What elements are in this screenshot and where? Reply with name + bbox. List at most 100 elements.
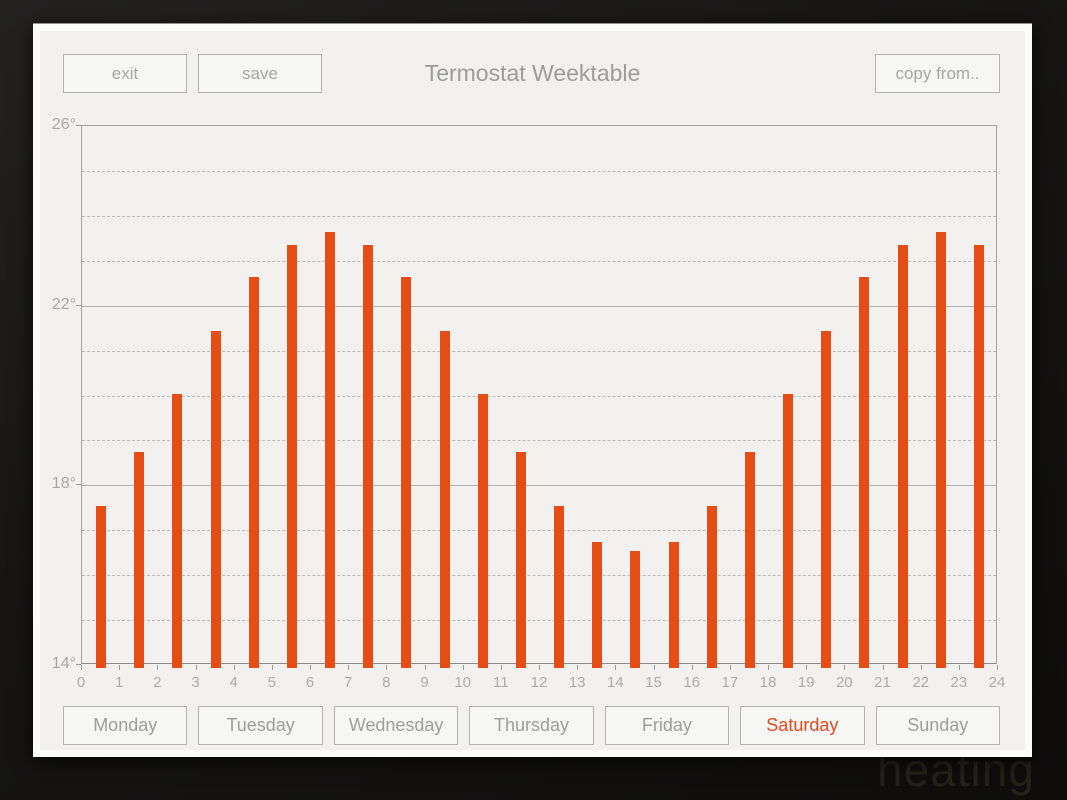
page-title: Termostat Weektable <box>424 60 641 86</box>
x-axis-label-19: 19 <box>797 674 815 691</box>
bar-hour-8[interactable] <box>401 276 412 668</box>
bar-hour-14[interactable] <box>630 550 641 668</box>
bar-hour-20[interactable] <box>859 276 870 668</box>
gridline-21 <box>82 350 996 352</box>
x-axis-label-6: 6 <box>305 674 315 691</box>
gridline-18 <box>82 485 996 487</box>
bar-hour-23[interactable] <box>973 245 984 668</box>
x-axis-tick-7 <box>348 665 350 670</box>
x-axis-label-17: 17 <box>721 674 739 691</box>
day-tabs: Monday Tuesday Wednesday Thursday Friday Satu… <box>63 706 1000 745</box>
x-axis-tick-18 <box>768 665 769 670</box>
x-axis-label-9: 9 <box>420 674 429 691</box>
x-axis-tick-5 <box>271 665 273 670</box>
day-tab-monday[interactable]: Monday <box>63 706 188 745</box>
bar-hour-11[interactable] <box>515 451 526 668</box>
y-axis-tick-22 <box>76 304 81 306</box>
x-axis-label-20: 20 <box>835 674 853 691</box>
gridline-23 <box>82 260 996 262</box>
copy-from-button[interactable]: copy from.. <box>875 54 1000 93</box>
bar-hour-9[interactable] <box>439 330 450 668</box>
bar-hour-15[interactable] <box>668 541 679 668</box>
y-axis-label-26: 26° <box>51 116 76 133</box>
bar-hour-5[interactable] <box>286 245 297 668</box>
y-axis-tick-26 <box>76 125 81 126</box>
y-axis-tick-14 <box>76 664 81 665</box>
gridline-22 <box>82 305 996 307</box>
x-axis-tick-15 <box>653 665 655 670</box>
gridline-16 <box>82 575 996 577</box>
x-axis-label-3: 3 <box>191 674 200 691</box>
bar-hour-19[interactable] <box>821 330 832 668</box>
x-axis-tick-23 <box>958 665 960 670</box>
x-axis-tick-12 <box>539 665 540 670</box>
x-axis-label-16: 16 <box>683 674 701 691</box>
x-axis-label-2: 2 <box>153 674 162 691</box>
x-axis-tick-14 <box>615 665 617 670</box>
day-tab-friday[interactable]: Friday <box>604 706 730 745</box>
gridline-24 <box>82 215 996 217</box>
day-tab-saturday[interactable]: Saturday <box>740 706 865 745</box>
gridline-19 <box>82 440 996 442</box>
y-axis-tick-18 <box>76 484 81 486</box>
x-axis-label-8: 8 <box>382 674 391 691</box>
bar-hour-22[interactable] <box>935 231 946 668</box>
x-axis-tick-10 <box>462 665 464 670</box>
day-tab-thursday[interactable]: Thursday <box>469 706 594 745</box>
y-axis-label-18: 18° <box>51 475 76 493</box>
x-axis-label-5: 5 <box>267 674 276 691</box>
bar-hour-12[interactable] <box>554 505 565 668</box>
x-axis-tick-11 <box>500 665 502 670</box>
day-tab-wednesday[interactable]: Wednesday <box>333 706 459 745</box>
x-axis-label-23: 23 <box>950 674 968 691</box>
bar-hour-1[interactable] <box>134 451 145 668</box>
bar-hour-2[interactable] <box>172 393 183 668</box>
bar-hour-18[interactable] <box>783 393 794 668</box>
bar-hour-21[interactable] <box>897 245 908 668</box>
temperature-bar-chart <box>81 125 997 668</box>
x-axis-label-21: 21 <box>874 674 891 691</box>
x-axis-label-15: 15 <box>645 674 662 691</box>
bar-hour-17[interactable] <box>744 451 755 668</box>
day-tab-tuesday[interactable]: Tuesday <box>198 706 323 745</box>
bar-hour-13[interactable] <box>592 541 603 668</box>
gridline-25 <box>82 170 996 172</box>
x-axis-tick-0 <box>81 665 82 670</box>
x-axis-label-0: 0 <box>76 674 86 691</box>
x-axis-tick-21 <box>882 665 884 670</box>
exit-button[interactable]: exit <box>63 54 187 93</box>
day-tab-sunday[interactable]: Sunday <box>875 706 1000 745</box>
x-axis-tick-20 <box>844 665 846 670</box>
x-axis-label-13: 13 <box>568 674 586 691</box>
bar-hour-10[interactable] <box>477 393 488 668</box>
x-axis-label-1: 1 <box>115 674 124 691</box>
x-axis-label-18: 18 <box>759 674 777 691</box>
bar-hour-0[interactable] <box>96 505 107 668</box>
save-button[interactable]: save <box>198 54 322 93</box>
x-axis-tick-16 <box>691 665 693 670</box>
panel: exit save Termostat Weektable copy from.… <box>40 31 1025 750</box>
x-axis-tick-4 <box>233 665 235 670</box>
x-axis-tick-8 <box>386 665 388 670</box>
x-axis-tick-22 <box>920 665 922 670</box>
x-axis-label-24: 24 <box>988 674 1006 691</box>
x-axis-label-7: 7 <box>344 674 353 691</box>
bar-hour-4[interactable] <box>248 276 259 668</box>
x-axis-tick-9 <box>424 665 426 670</box>
x-axis-tick-17 <box>729 665 731 670</box>
x-axis-label-12: 12 <box>530 674 548 691</box>
x-axis-tick-19 <box>806 665 808 670</box>
bar-hour-3[interactable] <box>210 330 221 668</box>
x-axis-label-10: 10 <box>454 674 472 691</box>
gridline-20 <box>82 395 996 397</box>
x-axis-label-4: 4 <box>229 674 238 691</box>
bar-hour-6[interactable] <box>325 231 336 668</box>
x-axis-label-11: 11 <box>493 674 509 691</box>
bar-hour-7[interactable] <box>363 245 374 668</box>
x-axis-tick-3 <box>195 665 197 670</box>
x-axis-tick-13 <box>577 665 579 670</box>
bar-hour-16[interactable] <box>706 505 717 668</box>
x-axis-tick-2 <box>157 665 159 670</box>
x-axis-tick-6 <box>310 665 311 670</box>
x-axis-tick-24 <box>997 665 998 670</box>
